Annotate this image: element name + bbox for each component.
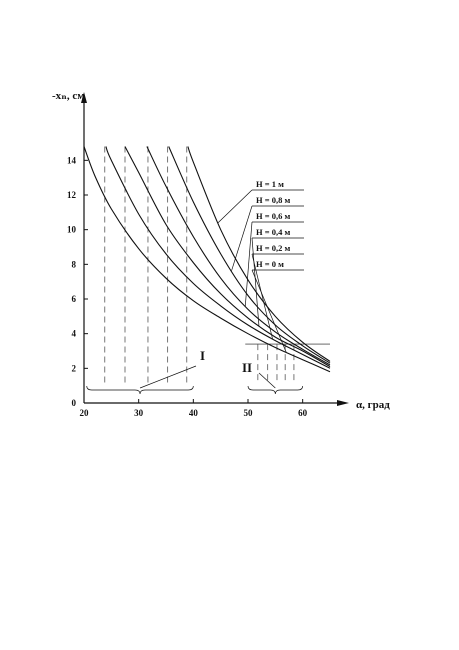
series-labels: H = 1 м H = 0,8 м H = 0,6 м H = 0,4 м H = 0,… (217, 179, 304, 353)
x-tick-label: 60 (298, 408, 308, 418)
region-i-brace (86, 385, 194, 395)
series-label-leader (251, 253, 273, 340)
series-label-2: H = 0,6 м (256, 211, 290, 221)
series-label-3: H = 0,4 м (256, 227, 290, 237)
x-axis-arrow (337, 400, 349, 406)
series-label-4: H = 0,2 м (256, 243, 290, 253)
series-label-leader (251, 237, 260, 326)
series-label-leader (244, 221, 253, 307)
y-tick-label: 0 (72, 398, 77, 408)
region-i-leader (139, 365, 197, 389)
x-tick-label: 30 (134, 408, 144, 418)
series-label-leader (231, 205, 253, 271)
y-tick-label: 14 (67, 155, 77, 165)
series-line-1 (105, 146, 331, 369)
y-tick-label: 10 (67, 225, 77, 235)
series-label-0: H = 1 м (256, 179, 284, 189)
dashed-guides (104, 146, 330, 384)
series-line-3 (146, 146, 331, 366)
region-i-label: I (200, 348, 205, 363)
x-tick-label: 20 (80, 408, 90, 418)
y-tick-label: 12 (67, 190, 77, 200)
region-ii-leader (258, 372, 276, 389)
axes: 0 2 4 6 8 10 12 14 20 30 40 50 60 -xₙ, см α, град (52, 90, 390, 418)
regions: III (86, 348, 304, 395)
y-tick-label: 6 (72, 294, 77, 304)
y-tick-label: 8 (72, 259, 77, 269)
x-axis-title: α, град (356, 399, 390, 411)
x-tick-label: 50 (244, 408, 254, 418)
curves (83, 146, 331, 373)
series-label-leader (251, 269, 287, 353)
y-axis-title: -xₙ, см (52, 90, 85, 102)
series-label-1: H = 0,8 м (256, 195, 290, 205)
x-tick-label: 40 (189, 408, 199, 418)
series-line-5 (187, 146, 331, 362)
series-line-0 (83, 146, 331, 373)
region-ii-label: II (242, 360, 252, 375)
series-line-4 (168, 146, 331, 364)
y-tick-label: 2 (72, 363, 77, 373)
series-label-leader (217, 189, 253, 224)
series-label-5: H = 0 м (256, 259, 284, 269)
y-tick-label: 4 (72, 329, 77, 339)
series-line-2 (124, 146, 331, 368)
region-ii-brace (247, 385, 304, 395)
y-axis-arrow (81, 92, 87, 103)
